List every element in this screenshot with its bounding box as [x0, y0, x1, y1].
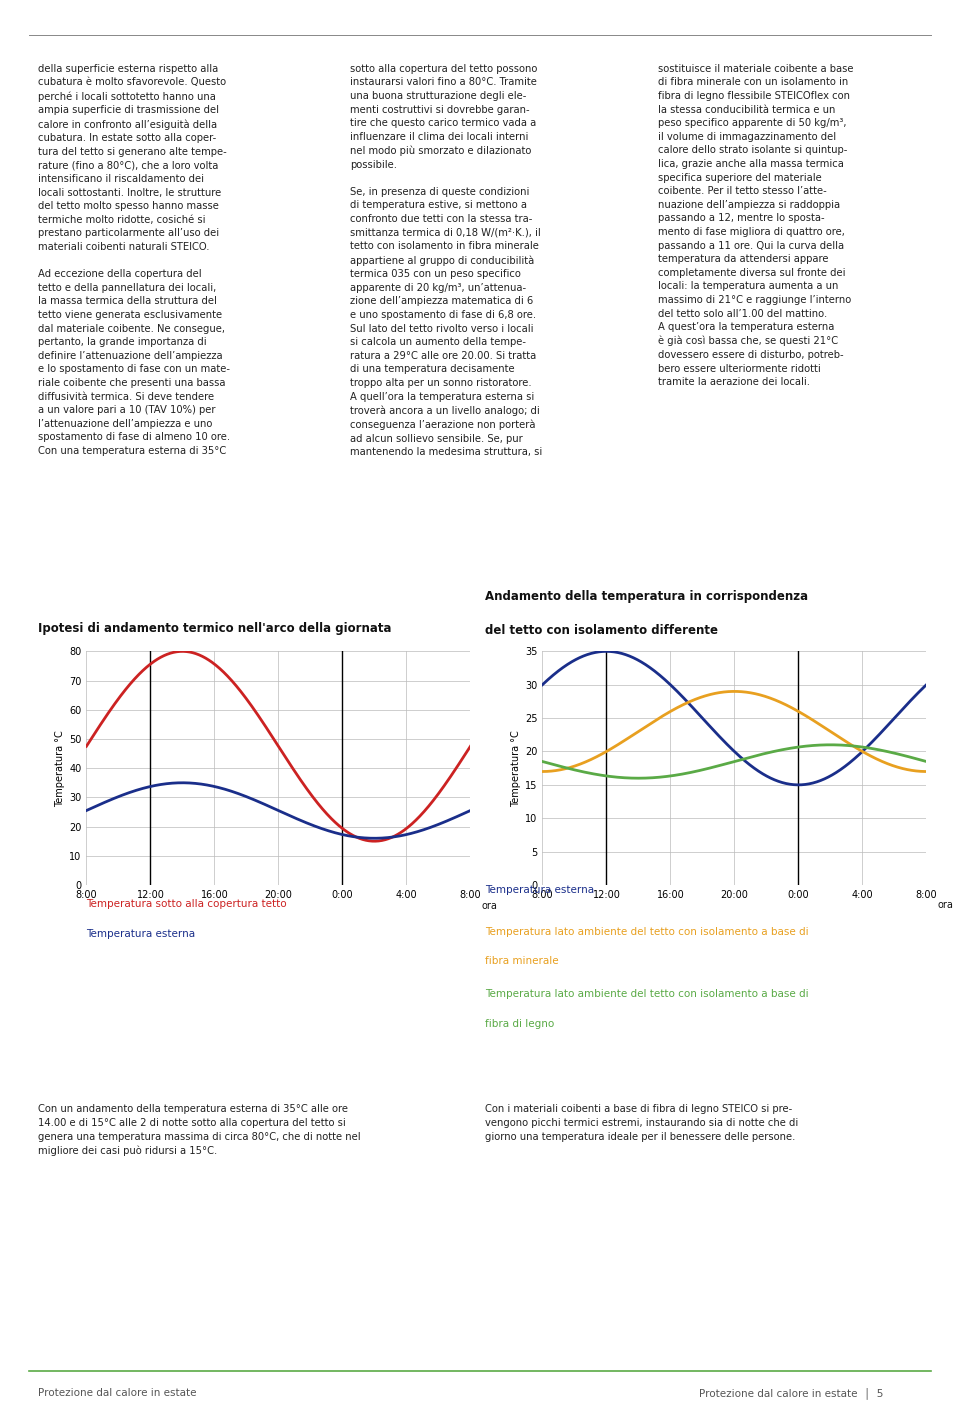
Text: della superficie esterna rispetto alla
cubatura è molto sfavorevole. Questo
perc: della superficie esterna rispetto alla c…	[38, 64, 230, 456]
Text: sostituisce il materiale coibente a base
di fibra minerale con un isolamento in
: sostituisce il materiale coibente a base…	[658, 64, 853, 387]
Text: Temperatura esterna: Temperatura esterna	[485, 885, 594, 895]
Text: Protezione dal calore in estate  │  5: Protezione dal calore in estate │ 5	[699, 1388, 883, 1399]
Text: ora: ora	[482, 901, 498, 910]
Text: ora: ora	[938, 899, 954, 909]
Text: Temperatura sotto alla copertura tetto: Temperatura sotto alla copertura tetto	[86, 899, 287, 909]
Text: Andamento della temperatura in corrispondenza: Andamento della temperatura in corrispon…	[485, 590, 808, 603]
Text: Temperatura lato ambiente del tetto con isolamento a base di: Temperatura lato ambiente del tetto con …	[485, 988, 808, 1000]
Text: Protezione dal calore in estate: Protezione dal calore in estate	[38, 1388, 197, 1399]
Text: Ipotesi di andamento termico nell'arco della giornata: Ipotesi di andamento termico nell'arco d…	[38, 622, 392, 636]
Text: sotto alla copertura del tetto possono
instaurarsi valori fino a 80°C. Tramite
u: sotto alla copertura del tetto possono i…	[350, 64, 542, 457]
Text: Temperatura lato ambiente del tetto con isolamento a base di: Temperatura lato ambiente del tetto con …	[485, 926, 808, 936]
Text: Temperatura esterna: Temperatura esterna	[86, 929, 196, 939]
Text: Protezione dal calore in estate: Protezione dal calore in estate	[668, 13, 873, 27]
Text: del tetto con isolamento differente: del tetto con isolamento differente	[485, 624, 718, 637]
Y-axis label: Temperatura °C: Temperatura °C	[55, 729, 65, 807]
Text: fibra minerale: fibra minerale	[485, 956, 559, 966]
Text: Con i materiali coibenti a base di fibra di legno STEICO si pre-
vengono picchi : Con i materiali coibenti a base di fibra…	[485, 1104, 798, 1141]
Text: fibra di legno: fibra di legno	[485, 1020, 554, 1029]
Text: Con un andamento della temperatura esterna di 35°C alle ore
14.00 e di 15°C alle: Con un andamento della temperatura ester…	[38, 1104, 361, 1155]
Y-axis label: Temperatura °C: Temperatura °C	[511, 729, 521, 807]
